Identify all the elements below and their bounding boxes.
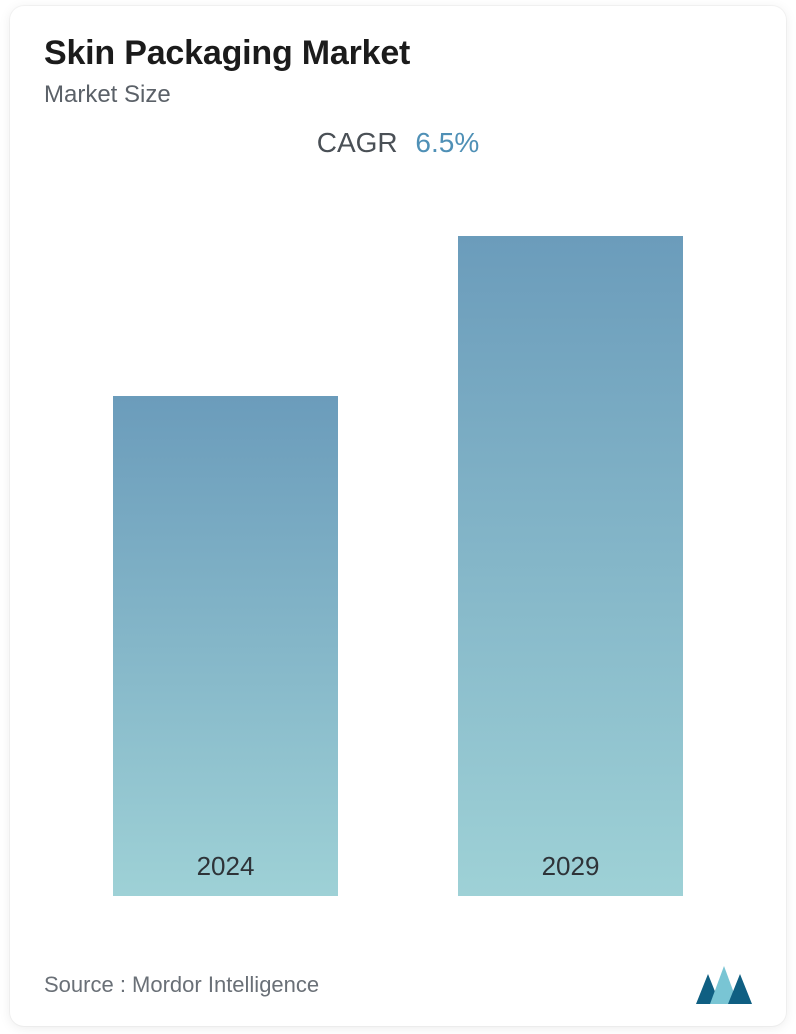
chart-card: Skin Packaging Market Market Size CAGR 6… — [10, 6, 786, 1026]
bar-label-2029: 2029 — [458, 851, 683, 882]
chart-title: Skin Packaging Market — [44, 34, 752, 73]
bar-2029 — [458, 236, 683, 896]
bar-2024 — [113, 396, 338, 896]
cagr-value: 6.5% — [415, 127, 479, 158]
chart-area: 2024 2029 — [44, 169, 752, 954]
chart-subtitle: Market Size — [44, 81, 752, 109]
cagr-row: CAGR 6.5% — [44, 127, 752, 159]
bar-2024-wrap: 2024 — [113, 396, 338, 896]
cagr-label: CAGR — [317, 127, 398, 158]
footer: Source : Mordor Intelligence — [44, 954, 752, 1006]
source-text: Source : Mordor Intelligence — [44, 972, 319, 998]
bar-2029-wrap: 2029 — [458, 236, 683, 896]
bar-label-2024: 2024 — [113, 851, 338, 882]
bar-group: 2024 2029 — [44, 236, 752, 896]
mordor-logo-icon — [696, 966, 752, 1004]
